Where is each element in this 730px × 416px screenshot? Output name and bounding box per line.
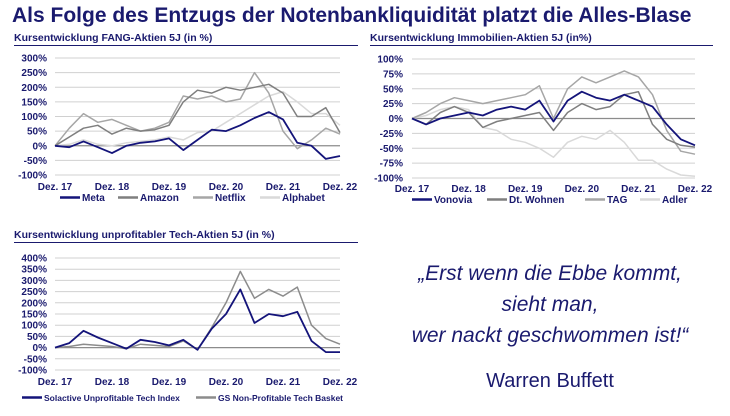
- y-tick-label: 0%: [33, 343, 48, 354]
- y-tick-label: 250%: [21, 287, 47, 298]
- quote-author: Warren Buffett: [486, 370, 614, 392]
- x-tick-label: Dez. 18: [95, 377, 130, 388]
- series-line-solactive-unprofitable-tech-index: [54, 288, 340, 353]
- y-tick-label: -50%: [380, 144, 403, 155]
- chart-fang-title: Kursentwicklung FANG-Aktien 5J (in %): [14, 32, 358, 46]
- x-tick-label: Dez. 17: [38, 182, 73, 193]
- x-tick-label: Dez. 20: [209, 377, 244, 388]
- legend-label: Meta: [82, 193, 105, 204]
- y-tick-label: -25%: [380, 129, 403, 140]
- x-tick-label: Dez. 22: [323, 182, 358, 193]
- y-tick-label: 400%: [21, 254, 47, 265]
- series-line-meta: [54, 111, 341, 160]
- x-tick-label: Dez. 21: [266, 377, 301, 388]
- quote-line-3: wer nackt geschwommen ist!“: [411, 324, 689, 347]
- y-tick-label: 350%: [21, 265, 47, 276]
- y-tick-label: 50%: [27, 127, 47, 138]
- y-tick-label: 150%: [21, 97, 47, 108]
- series-line-alphabet: [54, 90, 341, 147]
- y-tick-label: 300%: [21, 276, 47, 287]
- x-tick-label: Dez. 20: [565, 184, 600, 195]
- series-line-amazon: [54, 83, 341, 147]
- legend-label: Adler: [662, 195, 688, 206]
- legend-label: Vonovia: [434, 195, 473, 206]
- legend-label: Netflix: [215, 193, 246, 204]
- x-tick-label: Dez. 21: [621, 184, 656, 195]
- legend-label: Dt. Wohnen: [509, 195, 564, 206]
- x-tick-label: Dez. 19: [152, 377, 187, 388]
- legend-label: Amazon: [140, 193, 179, 204]
- y-tick-label: 25%: [383, 99, 403, 110]
- series-line-dt-wohnen: [411, 90, 696, 148]
- quote-line-1: „Erst wenn die Ebbe kommt,: [418, 262, 682, 285]
- y-tick-label: -50%: [24, 354, 47, 365]
- y-tick-label: 50%: [383, 84, 403, 95]
- y-tick-label: 200%: [21, 83, 47, 94]
- x-tick-label: Dez. 22: [678, 184, 713, 195]
- slide-title: Als Folge des Entzugs der Notenbankliqui…: [12, 4, 692, 27]
- y-tick-label: 75%: [383, 69, 403, 80]
- y-tick-label: 250%: [21, 68, 47, 79]
- x-tick-label: Dez. 17: [395, 184, 430, 195]
- chart-tech-title: Kursentwicklung unprofitabler Tech-Aktie…: [14, 229, 358, 243]
- y-tick-label: 300%: [21, 54, 47, 65]
- y-tick-label: -50%: [24, 156, 47, 167]
- quote: „Erst wenn die Ebbe kommt, sieht man, we…: [380, 258, 720, 351]
- y-tick-label: 50%: [27, 332, 47, 343]
- y-tick-label: -100%: [374, 174, 403, 185]
- x-tick-label: Dez. 20: [209, 182, 244, 193]
- legend-label: Alphabet: [282, 193, 325, 204]
- y-tick-label: 100%: [21, 321, 47, 332]
- series-line-tag: [411, 70, 696, 155]
- x-tick-label: Dez. 21: [266, 182, 301, 193]
- x-tick-label: Dez. 18: [451, 184, 486, 195]
- y-tick-label: -100%: [18, 171, 47, 182]
- legend-label: TAG: [607, 195, 628, 206]
- y-tick-label: 200%: [21, 298, 47, 309]
- series-line-netflix: [54, 71, 341, 150]
- y-tick-label: 0%: [33, 141, 48, 152]
- x-tick-label: Dez. 19: [152, 182, 187, 193]
- y-tick-label: 0%: [389, 114, 404, 125]
- x-tick-label: Dez. 18: [95, 182, 130, 193]
- x-tick-label: Dez. 22: [323, 377, 358, 388]
- quote-line-2: sieht man,: [501, 293, 599, 316]
- x-tick-label: Dez. 19: [508, 184, 543, 195]
- y-tick-label: -75%: [380, 159, 403, 170]
- series-line-vonovia: [411, 90, 696, 147]
- y-tick-label: 100%: [377, 55, 403, 66]
- legend-label: Solactive Unprofitable Tech Index: [44, 393, 180, 403]
- chart-immobilien-title: Kursentwicklung Immobilien-Aktien 5J (in…: [370, 32, 713, 46]
- y-tick-label: 150%: [21, 310, 47, 321]
- legend-label: GS Non-Profitable Tech Basket: [218, 393, 343, 403]
- series-line-adler: [411, 105, 696, 177]
- x-tick-label: Dez. 17: [38, 377, 73, 388]
- y-tick-label: -100%: [18, 366, 47, 377]
- y-tick-label: 100%: [21, 112, 47, 123]
